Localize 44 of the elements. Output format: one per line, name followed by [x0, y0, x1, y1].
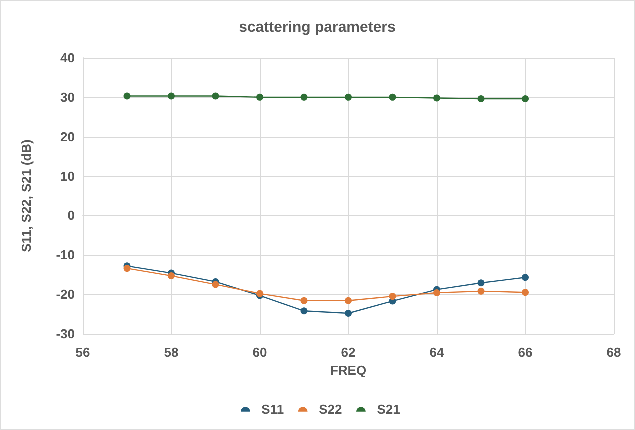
- point: [478, 280, 485, 287]
- point: [389, 94, 396, 101]
- point: [256, 94, 264, 101]
- point: [389, 293, 396, 300]
- point: [522, 274, 529, 282]
- point: [522, 289, 529, 296]
- point: [522, 96, 529, 103]
- y-tick-label: 40: [60, 50, 75, 66]
- x-tick-label: 68: [606, 345, 622, 360]
- point: [300, 297, 308, 304]
- y-tick-label: 10: [60, 168, 75, 184]
- x-tick-label: 64: [430, 345, 445, 360]
- y-axis-title: S11, S22, S21 (dB): [19, 140, 34, 252]
- point: [478, 288, 485, 295]
- chart-title: scattering parameters: [239, 19, 396, 36]
- point: [168, 92, 175, 100]
- y-tick-label: 0: [68, 208, 75, 224]
- x-tick-label: 60: [252, 345, 268, 360]
- point: [124, 265, 131, 272]
- point: [300, 308, 308, 315]
- point: [434, 94, 440, 102]
- y-tick-label: -30: [56, 326, 75, 342]
- x-tick-label: 62: [341, 345, 356, 360]
- legend-label: S21: [377, 402, 400, 417]
- point: [124, 92, 131, 100]
- legend-label: S11: [262, 402, 284, 417]
- point: [345, 297, 352, 304]
- point: [345, 310, 352, 317]
- y-tick-label: -10: [56, 248, 75, 263]
- point: [300, 94, 308, 101]
- y-tick-label: -20: [56, 287, 75, 302]
- point: [434, 289, 440, 296]
- x-tick-label: 58: [164, 345, 179, 360]
- x-tick-label: 56: [76, 345, 90, 360]
- point: [345, 94, 352, 101]
- x-axis-title: FREQ: [330, 362, 367, 378]
- legend-label: S22: [319, 402, 342, 417]
- y-tick-label: 20: [60, 129, 75, 144]
- x-tick-label: 66: [518, 345, 533, 360]
- point: [478, 96, 485, 103]
- point: [168, 272, 175, 280]
- y-tick-label: 30: [60, 90, 75, 105]
- point: [212, 281, 220, 288]
- point: [212, 92, 220, 100]
